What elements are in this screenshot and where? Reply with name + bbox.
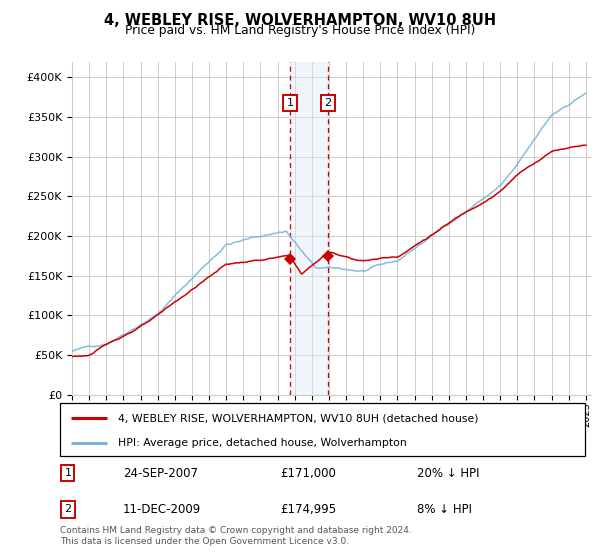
Text: 4, WEBLEY RISE, WOLVERHAMPTON, WV10 8UH (detached house): 4, WEBLEY RISE, WOLVERHAMPTON, WV10 8UH … <box>118 413 478 423</box>
Text: 24-SEP-2007: 24-SEP-2007 <box>123 467 198 480</box>
Text: 2: 2 <box>325 98 331 108</box>
FancyBboxPatch shape <box>60 403 585 456</box>
Text: Price paid vs. HM Land Registry's House Price Index (HPI): Price paid vs. HM Land Registry's House … <box>125 24 475 37</box>
Text: 11-DEC-2009: 11-DEC-2009 <box>123 503 201 516</box>
Text: HPI: Average price, detached house, Wolverhampton: HPI: Average price, detached house, Wolv… <box>118 438 407 448</box>
Bar <box>290 62 328 395</box>
Text: 2: 2 <box>64 505 71 515</box>
Text: 1: 1 <box>64 468 71 478</box>
Text: 8% ↓ HPI: 8% ↓ HPI <box>417 503 472 516</box>
Text: £174,995: £174,995 <box>281 503 337 516</box>
Text: Contains HM Land Registry data © Crown copyright and database right 2024.
This d: Contains HM Land Registry data © Crown c… <box>60 526 412 546</box>
Text: £171,000: £171,000 <box>281 467 337 480</box>
Text: 1: 1 <box>287 98 293 108</box>
Text: 4, WEBLEY RISE, WOLVERHAMPTON, WV10 8UH: 4, WEBLEY RISE, WOLVERHAMPTON, WV10 8UH <box>104 13 496 28</box>
Text: 20% ↓ HPI: 20% ↓ HPI <box>417 467 479 480</box>
